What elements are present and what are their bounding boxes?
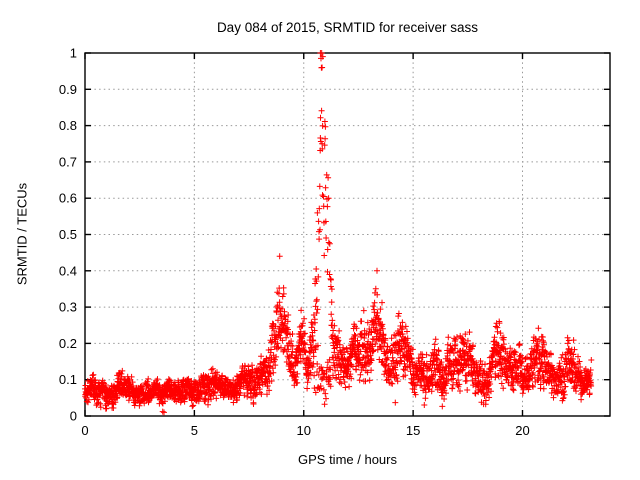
x-axis-title: GPS time / hours bbox=[298, 452, 397, 467]
y-tick-label: 0.2 bbox=[59, 336, 77, 351]
y-tick-label: 1 bbox=[70, 46, 77, 61]
y-tick-label: 0.9 bbox=[59, 82, 77, 97]
y-tick-label: 0.6 bbox=[59, 191, 77, 206]
x-tick-label: 0 bbox=[81, 423, 88, 438]
y-tick-label: 0.3 bbox=[59, 300, 77, 315]
x-tick-label: 20 bbox=[515, 423, 529, 438]
chart-title: Day 084 of 2015, SRMTID for receiver sas… bbox=[216, 20, 479, 35]
y-tick-label: 0.4 bbox=[59, 263, 77, 278]
x-tick-label: 10 bbox=[297, 423, 311, 438]
y-tick-label: 0 bbox=[70, 409, 77, 424]
x-tick-label: 15 bbox=[406, 423, 420, 438]
data-points bbox=[82, 50, 595, 416]
x-tick-label: 5 bbox=[191, 423, 198, 438]
y-tick-label: 0.8 bbox=[59, 118, 77, 133]
y-tick-label: 0.7 bbox=[59, 154, 77, 169]
y-tick-label: 0.1 bbox=[59, 372, 77, 387]
y-tick-label: 0.5 bbox=[59, 227, 77, 242]
